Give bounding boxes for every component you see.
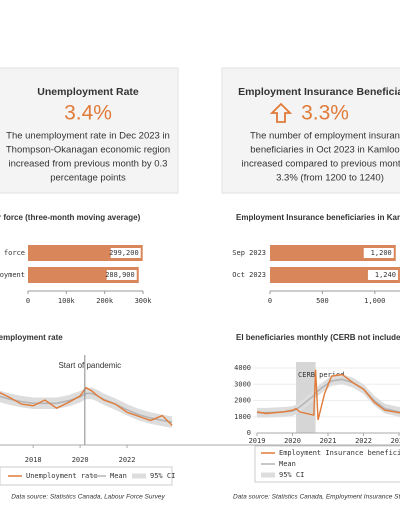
x-tick-label: 2021 [320, 437, 337, 445]
card-text: beneficiaries in Oct 2023 in Kamloops [250, 145, 400, 156]
y-tick-label: 1000 [234, 413, 251, 421]
card-title: Unemployment Rate [37, 86, 139, 98]
x-tick-label: 2020 [284, 437, 301, 445]
x-tick-label: 2019 [249, 437, 266, 445]
y-tick-label: 2000 [234, 397, 251, 405]
card-text: increased compared to previous month by [242, 159, 400, 170]
value-label-bg [367, 270, 398, 280]
x-tick-label: 2020 [72, 456, 89, 464]
x-tick-label: 0 [26, 297, 30, 305]
chart-title: EI beneficiaries monthly (CERB not inclu… [236, 333, 400, 342]
x-tick-label: 200k [96, 297, 114, 305]
value-label-bg [106, 270, 137, 280]
x-tick-label: 500 [316, 297, 329, 305]
category-label: Oct 2023 [232, 271, 266, 279]
annotation-label: Start of pandemic [58, 361, 121, 370]
value-label: 288,900 [105, 271, 135, 279]
up-arrow-icon [269, 102, 293, 123]
data-source: Data source: Statistics Canada, Labour F… [11, 494, 165, 501]
x-tick-label: 2022 [119, 456, 136, 464]
y-tick-label: 0 [247, 429, 251, 437]
card-text: Thompson-Okanagan economic region [6, 145, 170, 156]
x-tick-label: 2022 [355, 437, 372, 445]
card-value: 3.4% [64, 102, 112, 125]
value-label: 299,200 [109, 249, 139, 257]
card-text: The number of employment insurance [250, 131, 400, 142]
x-tick-label: 1,000 [364, 297, 385, 305]
series-line [0, 392, 173, 423]
data-source: Data source: Statistics Canada, Employme… [233, 494, 400, 501]
card-text: increased from previous month by 0.3 [9, 159, 168, 170]
ci-band [257, 374, 400, 418]
bar [270, 267, 400, 283]
value-label-bg [110, 248, 141, 258]
chart-title: Labour force (three-month moving average… [0, 213, 141, 222]
x-tick-label: 0 [268, 297, 272, 305]
x-tick-label: 2023 [391, 437, 400, 445]
legend-label: Mean [110, 472, 127, 480]
series-line [256, 369, 400, 421]
legend-box [0, 466, 173, 486]
legend-label: 95% CI [150, 472, 175, 480]
series-line [0, 386, 173, 426]
card-text: percentage points [50, 173, 126, 184]
region-label: CERB period [298, 371, 344, 379]
x-tick-label: 100k [58, 297, 76, 305]
value-label: 1,200 [371, 249, 392, 257]
legend-label: 95% CI [279, 471, 304, 479]
value-label: 1,240 [375, 271, 396, 279]
ci-band [0, 387, 173, 428]
card-value: 3.3% [301, 102, 349, 125]
chart-title: Employment Insurance beneficiaries in Ka… [236, 213, 400, 222]
card [0, 67, 179, 194]
card [221, 67, 400, 194]
x-tick-label: 2018 [25, 456, 42, 464]
category-label: Labour force [0, 249, 25, 257]
chart-title: Unemployment rate [0, 333, 63, 342]
y-tick-label: 4000 [234, 364, 251, 372]
card-text: The unemployment rate in Dec 2023 in [6, 131, 170, 142]
value-label-bg [363, 248, 394, 258]
card-text: 3.3% (from 1200 to 1240) [276, 173, 384, 184]
legend-label: Employment Insurance beneficiaries month… [279, 449, 400, 457]
x-tick-label: 300k [135, 297, 153, 305]
card-title: Employment Insurance Beneficiaries [238, 86, 400, 98]
category-label: Employment [0, 271, 25, 279]
legend-box [254, 445, 400, 483]
legend-label: Unemployment rate [26, 472, 98, 480]
y-tick-label: 3000 [234, 380, 251, 388]
category-label: Sep 2023 [232, 249, 266, 257]
legend-label: Mean [279, 460, 296, 468]
